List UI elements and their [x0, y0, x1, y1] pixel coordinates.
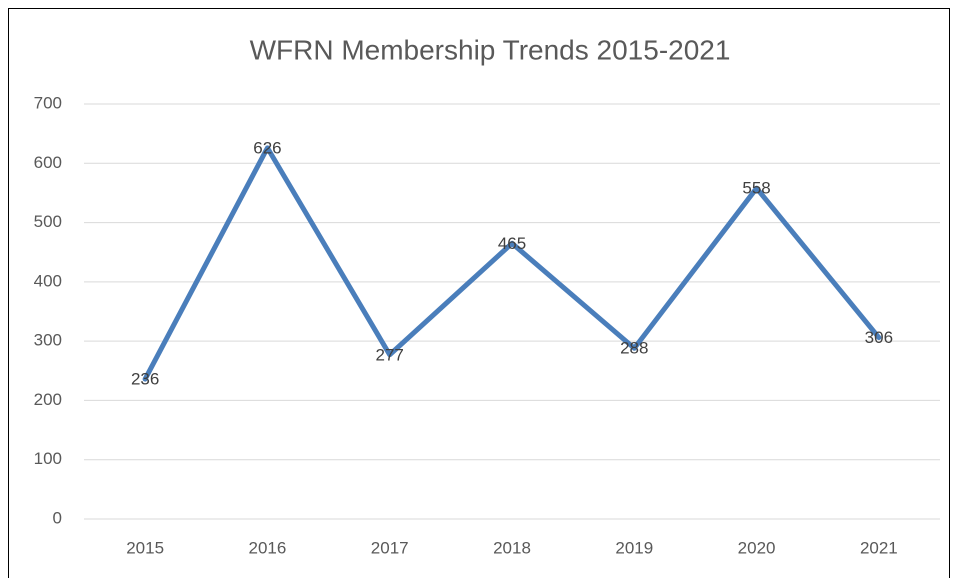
y-tick-label: 700 — [34, 93, 62, 112]
y-tick-label: 0 — [53, 508, 62, 527]
x-tick-label: 2017 — [371, 538, 409, 557]
data-label: 558 — [742, 179, 770, 198]
data-label: 236 — [131, 370, 159, 389]
y-tick-label: 400 — [34, 271, 62, 290]
x-tick-label: 2015 — [126, 538, 164, 557]
chart-border — [8, 8, 950, 578]
data-label: 626 — [253, 138, 281, 157]
chart-title: WFRN Membership Trends 2015-2021 — [250, 34, 731, 65]
y-tick-label: 300 — [34, 331, 62, 350]
data-label: 465 — [498, 234, 526, 253]
data-label: 306 — [865, 328, 893, 347]
y-tick-label: 100 — [34, 449, 62, 468]
x-tick-label: 2018 — [493, 538, 531, 557]
line-series — [142, 145, 882, 382]
x-tick-label: 2019 — [615, 538, 653, 557]
x-tick-label: 2021 — [860, 538, 898, 557]
data-label: 288 — [620, 339, 648, 358]
y-tick-label: 600 — [34, 153, 62, 172]
y-tick-label: 200 — [34, 390, 62, 409]
x-tick-label: 2016 — [249, 538, 287, 557]
y-tick-label: 500 — [34, 212, 62, 231]
data-label: 277 — [376, 345, 404, 364]
x-tick-label: 2020 — [738, 538, 776, 557]
